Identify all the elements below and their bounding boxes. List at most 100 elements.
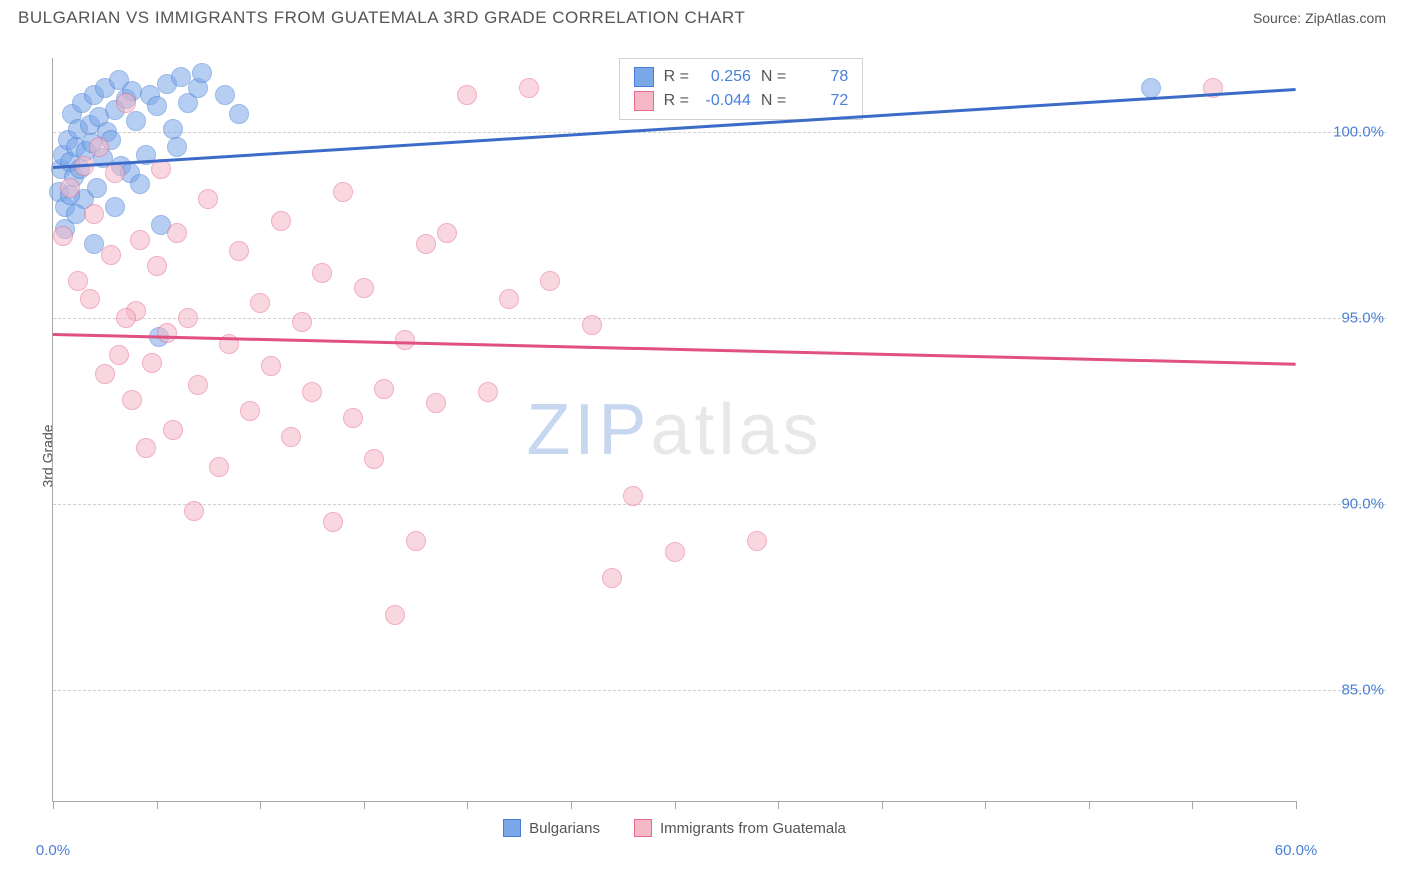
data-point — [209, 457, 229, 477]
data-point — [151, 159, 171, 179]
data-point — [229, 241, 249, 261]
stats-row: R = -0.044 N = 72 — [634, 89, 849, 113]
legend-item: Immigrants from Guatemala — [634, 819, 846, 837]
data-point — [53, 226, 73, 246]
xtick-label: 0.0% — [36, 842, 70, 859]
data-point — [184, 501, 204, 521]
data-point — [364, 449, 384, 469]
xtick — [260, 801, 261, 809]
trend-line — [53, 333, 1296, 365]
data-point — [1141, 78, 1161, 98]
xtick — [157, 801, 158, 809]
xtick-label: 60.0% — [1275, 842, 1318, 859]
plot-area: ZIPatlas 85.0%90.0%95.0%100.0%0.0%60.0%R… — [52, 58, 1296, 802]
stats-n-label: N = — [761, 92, 786, 110]
data-point — [87, 178, 107, 198]
xtick — [985, 801, 986, 809]
data-point — [68, 271, 88, 291]
data-point — [302, 382, 322, 402]
data-point — [142, 353, 162, 373]
legend-swatch — [634, 819, 652, 837]
stats-r-value: -0.044 — [699, 92, 751, 110]
data-point — [192, 63, 212, 83]
data-point — [519, 78, 539, 98]
data-point — [147, 256, 167, 276]
stats-r-value: 0.256 — [699, 68, 751, 86]
xtick — [467, 801, 468, 809]
data-point — [80, 289, 100, 309]
series-swatch — [634, 91, 654, 111]
data-point — [147, 96, 167, 116]
xtick — [882, 801, 883, 809]
gridline — [53, 132, 1386, 133]
data-point — [66, 204, 86, 224]
data-point — [240, 401, 260, 421]
xtick — [53, 801, 54, 809]
data-point — [198, 189, 218, 209]
data-point — [250, 293, 270, 313]
data-point — [582, 315, 602, 335]
data-point — [116, 308, 136, 328]
data-point — [89, 137, 109, 157]
data-point — [623, 486, 643, 506]
chart-header: BULGARIAN VS IMMIGRANTS FROM GUATEMALA 3… — [0, 0, 1406, 36]
data-point — [101, 245, 121, 265]
data-point — [130, 230, 150, 250]
xtick — [571, 801, 572, 809]
xtick — [1296, 801, 1297, 809]
data-point — [385, 605, 405, 625]
data-point — [167, 223, 187, 243]
data-point — [229, 104, 249, 124]
legend-label: Immigrants from Guatemala — [660, 820, 846, 837]
data-point — [343, 408, 363, 428]
gridline — [53, 318, 1386, 319]
data-point — [747, 531, 767, 551]
data-point — [105, 197, 125, 217]
watermark-zip: ZIP — [526, 390, 650, 470]
gridline — [53, 690, 1386, 691]
source-label: Source: ZipAtlas.com — [1253, 10, 1386, 26]
data-point — [281, 427, 301, 447]
data-point — [136, 438, 156, 458]
data-point — [416, 234, 436, 254]
data-point — [188, 375, 208, 395]
stats-n-value: 72 — [796, 92, 848, 110]
stats-r-label: R = — [664, 68, 689, 86]
data-point — [406, 531, 426, 551]
ytick-label: 85.0% — [1341, 681, 1384, 698]
watermark-rest: atlas — [650, 390, 822, 470]
data-point — [292, 312, 312, 332]
data-point — [261, 356, 281, 376]
data-point — [602, 568, 622, 588]
data-point — [157, 323, 177, 343]
stats-n-label: N = — [761, 68, 786, 86]
data-point — [354, 278, 374, 298]
data-point — [499, 289, 519, 309]
data-point — [457, 85, 477, 105]
stats-row: R = 0.256 N = 78 — [634, 65, 849, 89]
data-point — [540, 271, 560, 291]
stats-n-value: 78 — [796, 68, 848, 86]
ytick-label: 95.0% — [1341, 310, 1384, 327]
xtick — [778, 801, 779, 809]
data-point — [215, 85, 235, 105]
xtick — [1089, 801, 1090, 809]
data-point — [323, 512, 343, 532]
xtick — [675, 801, 676, 809]
data-point — [84, 204, 104, 224]
xtick — [364, 801, 365, 809]
data-point — [426, 393, 446, 413]
data-point — [109, 345, 129, 365]
plot-outer: ZIPatlas 85.0%90.0%95.0%100.0%0.0%60.0%R… — [52, 58, 1296, 802]
data-point — [105, 163, 125, 183]
stats-r-label: R = — [664, 92, 689, 110]
data-point — [437, 223, 457, 243]
data-point — [122, 390, 142, 410]
chart-wrap: 3rd Grade ZIPatlas 85.0%90.0%95.0%100.0%… — [18, 40, 1386, 872]
legend-swatch — [503, 819, 521, 837]
data-point — [60, 178, 80, 198]
data-point — [374, 379, 394, 399]
stats-box: R = 0.256 N = 78 R = -0.044 N = 72 — [619, 58, 864, 120]
legend: Bulgarians Immigrants from Guatemala — [53, 819, 1296, 837]
legend-label: Bulgarians — [529, 820, 600, 837]
